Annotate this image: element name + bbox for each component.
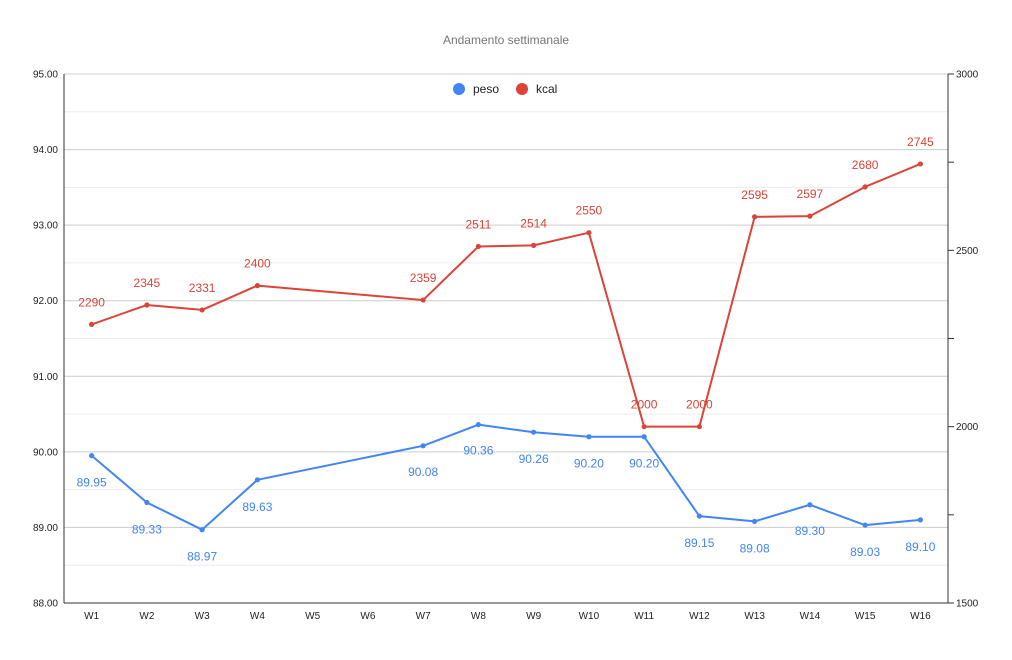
data-point-peso bbox=[475, 422, 481, 428]
x-tick-label: W12 bbox=[689, 611, 710, 622]
data-label-kcal: 2514 bbox=[520, 216, 547, 230]
data-label-kcal: 2400 bbox=[244, 257, 271, 271]
data-label-kcal: 2680 bbox=[852, 158, 879, 172]
data-label-peso: 89.33 bbox=[132, 522, 162, 536]
data-point-kcal bbox=[917, 161, 923, 167]
data-label-peso: 89.30 bbox=[795, 524, 825, 538]
data-point-peso bbox=[696, 513, 702, 519]
x-tick-label: W3 bbox=[195, 611, 210, 622]
data-point-kcal bbox=[807, 213, 813, 219]
y-left-tick-label: 95.00 bbox=[33, 70, 58, 81]
data-point-kcal bbox=[862, 184, 868, 190]
data-point-peso bbox=[420, 443, 426, 449]
y-right-tick-label: 2000 bbox=[956, 422, 979, 433]
y-right-tick-label: 2500 bbox=[956, 246, 979, 257]
data-label-kcal: 2290 bbox=[78, 295, 105, 309]
legend: peso kcal bbox=[453, 82, 557, 96]
y-left-tick-label: 90.00 bbox=[33, 447, 58, 458]
data-label-peso: 89.10 bbox=[905, 540, 935, 554]
data-point-kcal bbox=[254, 283, 260, 289]
data-point-peso bbox=[752, 518, 758, 524]
x-tick-label: W7 bbox=[416, 611, 431, 622]
data-point-kcal bbox=[475, 243, 481, 250]
data-point-kcal bbox=[641, 424, 647, 430]
data-label-peso: 89.03 bbox=[850, 545, 880, 559]
series-line-peso bbox=[90, 423, 921, 531]
data-label-peso: 89.15 bbox=[684, 536, 714, 550]
x-tick-label: W13 bbox=[744, 611, 765, 622]
data-point-peso bbox=[586, 434, 592, 440]
data-point-peso bbox=[89, 453, 95, 459]
legend-label-kcal: kcal bbox=[536, 82, 557, 96]
legend-marker-kcal bbox=[516, 83, 528, 95]
x-tick-label: W1 bbox=[84, 611, 99, 622]
data-point-peso bbox=[199, 527, 205, 533]
data-point-peso bbox=[531, 429, 537, 435]
data-point-kcal bbox=[752, 214, 758, 220]
data-label-kcal: 2597 bbox=[797, 187, 824, 201]
data-label-kcal: 2595 bbox=[741, 188, 768, 202]
data-label-kcal: 2000 bbox=[686, 398, 713, 412]
x-tick-label: W5 bbox=[305, 611, 320, 622]
data-label-kcal: 2359 bbox=[410, 271, 437, 285]
data-label-peso: 89.95 bbox=[77, 476, 107, 490]
data-label-peso: 89.63 bbox=[242, 500, 272, 514]
y-right-tick-label: 1500 bbox=[956, 599, 979, 610]
series-line-kcal bbox=[91, 163, 921, 428]
data-point-kcal bbox=[420, 297, 426, 303]
axes: 88.00 89.00 90.00 91.00 92.00 93.00 94.00 95.00… bbox=[33, 70, 979, 623]
y-left-tick-label: 92.00 bbox=[33, 296, 58, 307]
data-label-peso: 89.08 bbox=[740, 541, 770, 555]
chart-title: Andamento settimanale bbox=[443, 33, 569, 47]
data-label-kcal: 2000 bbox=[631, 398, 658, 412]
y-left-tick-label: 94.00 bbox=[33, 145, 58, 156]
data-point-peso bbox=[254, 477, 260, 483]
data-point-kcal bbox=[696, 424, 702, 430]
x-tick-label: W6 bbox=[360, 611, 375, 622]
data-label-peso: 90.08 bbox=[408, 465, 438, 479]
x-tick-label: W10 bbox=[579, 611, 600, 622]
y-left-tick-label: 89.00 bbox=[33, 523, 58, 534]
data-point-kcal bbox=[144, 302, 150, 308]
data-label-peso: 90.36 bbox=[463, 444, 493, 458]
data-point-peso bbox=[917, 517, 923, 523]
data-point-kcal bbox=[586, 230, 592, 236]
data-label-peso: 90.20 bbox=[629, 457, 659, 471]
data-label-kcal: 2745 bbox=[907, 135, 934, 149]
x-tick-label: W14 bbox=[800, 611, 821, 622]
legend-label-peso: peso bbox=[473, 82, 499, 96]
y-left-tick-label: 88.00 bbox=[33, 599, 58, 610]
legend-marker-peso bbox=[453, 83, 465, 95]
data-label-peso: 88.97 bbox=[187, 550, 217, 564]
data-point-kcal bbox=[531, 242, 537, 248]
y-right-tick-label: 3000 bbox=[956, 70, 979, 81]
data-point-kcal bbox=[199, 307, 205, 313]
x-tick-label: W4 bbox=[250, 611, 265, 622]
data-point-peso bbox=[862, 522, 868, 528]
x-tick-label: W9 bbox=[526, 611, 541, 622]
x-tick-label: W2 bbox=[139, 611, 154, 622]
y-left-tick-label: 93.00 bbox=[33, 221, 58, 232]
data-point-kcal bbox=[89, 321, 95, 327]
data-label-peso: 90.20 bbox=[574, 457, 604, 471]
data-label-kcal: 2511 bbox=[465, 217, 491, 231]
data-point-peso bbox=[807, 502, 813, 508]
x-tick-label: W16 bbox=[910, 611, 931, 622]
x-tick-label: W8 bbox=[471, 611, 486, 622]
data-point-peso bbox=[641, 434, 647, 440]
series-group: 89.95 89.33 88.97 89.63 90.08 90.36 90.26 90.20… bbox=[77, 135, 936, 564]
grid-lines bbox=[64, 73, 948, 604]
y-left-tick-label: 91.00 bbox=[33, 372, 58, 383]
data-label-kcal: 2331 bbox=[189, 281, 216, 295]
x-tick-label: W15 bbox=[855, 611, 876, 622]
data-point-peso bbox=[144, 499, 150, 506]
data-label-peso: 90.26 bbox=[519, 452, 549, 466]
data-label-kcal: 2550 bbox=[576, 204, 603, 218]
data-label-kcal: 2345 bbox=[134, 276, 161, 290]
x-tick-label: W11 bbox=[634, 611, 654, 622]
